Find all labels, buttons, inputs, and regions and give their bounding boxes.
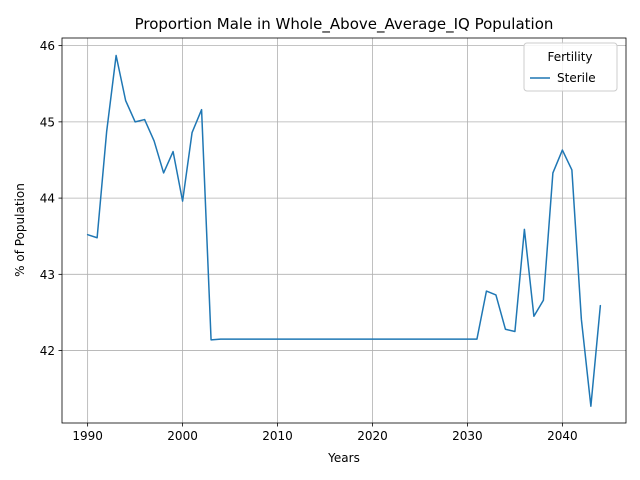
axes-frame — [61, 37, 627, 424]
x-axis-label: Years — [327, 451, 360, 465]
series-line-sterile — [86, 54, 602, 407]
chart-title: Proportion Male in Whole_Above_Average_I… — [135, 15, 554, 34]
x-tick-label: 2000 — [167, 429, 198, 443]
x-tick-label: 1990 — [72, 429, 103, 443]
y-tick-label: 42 — [40, 344, 55, 358]
x-tick-label: 2010 — [262, 429, 293, 443]
legend-label-sterile: Sterile — [557, 71, 596, 85]
legend: Fertility Sterile — [523, 42, 618, 92]
legend-box — [523, 42, 618, 92]
axis-ticks: 1990 2000 2010 2020 2030 2040 42 43 44 45 46 — [40, 39, 578, 443]
legend-title: Fertility — [547, 50, 592, 64]
y-tick-label: 44 — [40, 192, 55, 206]
y-tick-label: 46 — [40, 39, 55, 53]
x-tick-label: 2040 — [547, 429, 578, 443]
x-tick-label: 2020 — [357, 429, 388, 443]
y-tick-label: 45 — [40, 115, 55, 129]
y-tick-label: 43 — [40, 268, 55, 282]
x-tick-label: 2030 — [452, 429, 483, 443]
series-lines — [86, 54, 602, 407]
y-axis-label: % of Population — [13, 183, 27, 277]
